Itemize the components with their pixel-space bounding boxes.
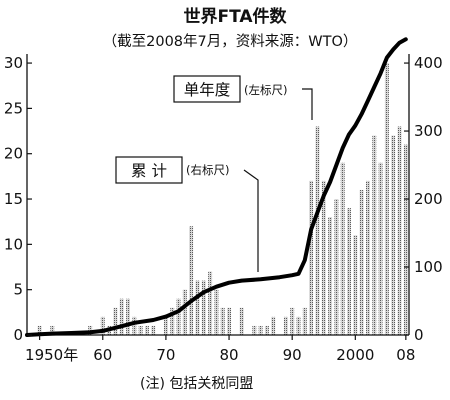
bar-1984	[252, 325, 257, 335]
bar-1987	[271, 316, 276, 335]
callout-annual-box	[173, 75, 241, 103]
bar-1992	[302, 307, 307, 335]
bar-1964	[126, 298, 130, 335]
bar-1996	[328, 217, 333, 335]
bar-2000	[353, 235, 358, 335]
bar-2007	[397, 126, 402, 335]
bar-1985	[258, 325, 263, 335]
bar-2003	[372, 135, 377, 335]
right-tick-label: 400	[414, 54, 443, 72]
bar-1976	[201, 280, 206, 335]
bar-1950	[37, 325, 42, 335]
bar-1991	[296, 316, 301, 335]
x-tick-label: 90	[283, 346, 302, 364]
right-axis-ticks: 0 100 200 300 400	[404, 54, 443, 344]
x-tick-label: 60	[93, 346, 112, 364]
right-tick-label: 200	[414, 190, 443, 208]
bar-1975	[195, 280, 200, 335]
right-tick-label: 300	[414, 122, 443, 140]
bar-1963	[119, 298, 124, 335]
bar-1965	[132, 316, 137, 335]
bar-1986	[264, 325, 269, 335]
bar-2008	[403, 144, 408, 335]
x-tick-label: 2000	[336, 346, 374, 364]
callout-annual-leader	[302, 88, 313, 120]
chart-title: 世界FTA件数	[183, 6, 287, 27]
x-axis-ticks: 1950年 60 70 80 90 2000 08	[25, 335, 415, 364]
left-tick-label: 5	[13, 281, 23, 299]
bar-1960	[100, 316, 105, 335]
callout-annual-axis-note: (左标尺)	[244, 83, 287, 97]
x-tick-label: 08	[396, 346, 415, 364]
bar-1952	[50, 325, 55, 335]
bar-1973	[182, 289, 187, 335]
bar-1967	[145, 325, 149, 335]
bar-1995	[321, 180, 326, 335]
callout-annual-label: 单年度	[184, 81, 231, 99]
left-axis-ticks: 0 5 10 15 20 25 30	[4, 54, 32, 344]
chart-note: (注) 包括关税同盟	[140, 376, 253, 392]
right-tick-label: 100	[414, 258, 443, 276]
left-tick-label: 10	[4, 235, 23, 253]
bar-2004	[378, 162, 383, 335]
bar-1998	[340, 162, 345, 335]
bar-1968	[151, 325, 156, 335]
axes-layer	[26, 54, 410, 336]
x-tick-label: 1950年	[25, 346, 78, 364]
bar-1982	[239, 307, 244, 335]
bar-1966	[138, 325, 143, 335]
callout-cumulative-leader	[243, 169, 259, 272]
bar-1977	[208, 271, 213, 335]
bar-2005	[384, 63, 389, 336]
series-line-cumulative	[25, 37, 408, 337]
bar-2002	[366, 180, 370, 335]
bar-1980	[227, 307, 232, 335]
callout-cumulative: 累 计 (右标尺)	[115, 156, 259, 272]
bar-2006	[391, 135, 396, 335]
left-tick-label: 15	[4, 190, 23, 208]
bar-1970	[163, 316, 168, 335]
bar-2001	[359, 189, 364, 335]
bar-1994	[315, 126, 320, 335]
x-tick-label: 80	[220, 346, 239, 364]
callout-cumulative-box	[115, 156, 183, 184]
chart-subtitle: （截至2008年7月，资料来源：WTO）	[103, 33, 358, 50]
bar-1962	[113, 307, 118, 335]
left-tick-label: 25	[4, 99, 23, 117]
bar-1999	[347, 208, 351, 335]
bar-1974	[189, 226, 194, 335]
right-tick-label: 0	[414, 326, 424, 344]
bar-1979	[220, 307, 225, 335]
bar-1997	[334, 199, 339, 335]
bar-1978	[214, 289, 219, 335]
callout-annual: 单年度 (左标尺)	[173, 75, 313, 120]
bars-layer	[37, 63, 408, 336]
left-tick-label: 0	[13, 326, 23, 344]
bar-1993	[309, 180, 314, 335]
bar-1989	[283, 316, 288, 335]
left-tick-label: 30	[4, 54, 23, 72]
bar-1971	[170, 307, 175, 335]
left-tick-label: 20	[4, 145, 23, 163]
bar-1972	[176, 298, 181, 335]
bar-1990	[290, 307, 295, 335]
x-tick-label: 70	[156, 346, 175, 364]
callout-cumulative-label: 累 计	[131, 162, 167, 180]
callout-cumulative-axis-note: (右标尺)	[186, 163, 229, 177]
